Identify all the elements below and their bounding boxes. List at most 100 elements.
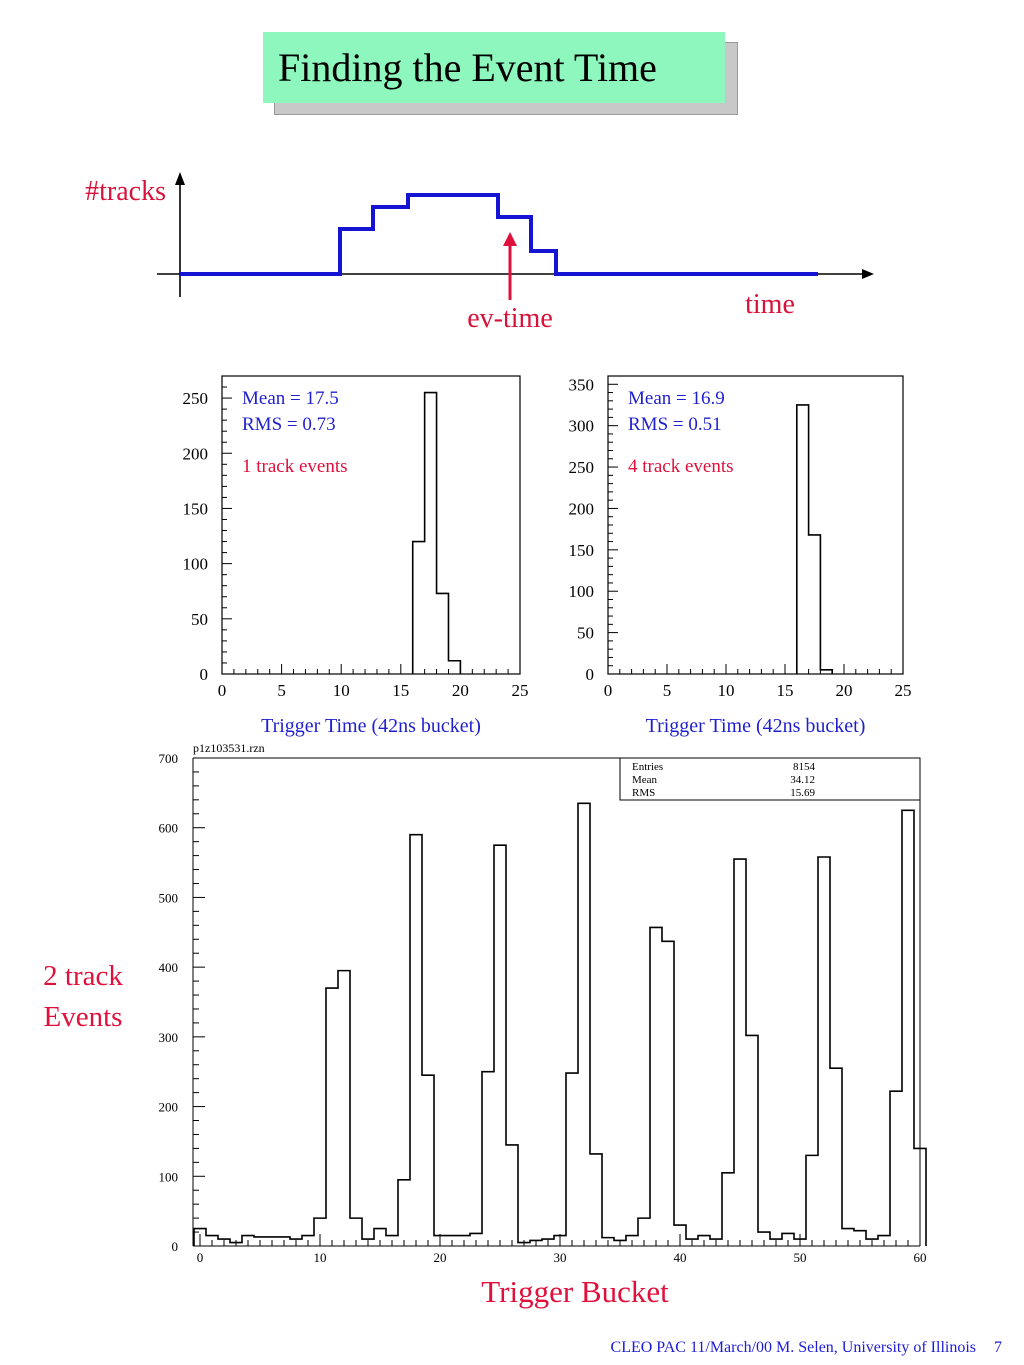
two-track-histogram: p1z103531.rzn 0 100 200 300 400 500 600 700 0 10 20… xyxy=(43,741,927,1309)
main-bar xyxy=(506,1145,518,1246)
hist1-y-tick-label: 0 xyxy=(200,665,209,684)
stats-label: RMS xyxy=(632,787,655,799)
main-bar xyxy=(494,845,506,1246)
main-bar xyxy=(818,857,830,1246)
stats-label: Entries xyxy=(632,761,663,773)
page-number: 7 xyxy=(994,1339,1002,1356)
main-bar xyxy=(902,810,914,1246)
hist2-y-tick-label: 200 xyxy=(569,499,595,518)
hist1-bar xyxy=(437,593,449,674)
hist1-annotation: Mean = 17.5 xyxy=(242,388,339,409)
hist1-x-tick-label: 15 xyxy=(392,681,409,700)
main-bar xyxy=(338,971,350,1246)
time-axis-arrowhead xyxy=(862,269,874,279)
hist1-y-tick-label: 150 xyxy=(183,499,209,518)
main-bar xyxy=(578,803,590,1246)
hist1-x-axis-label: Trigger Time (42ns bucket) xyxy=(261,715,481,737)
main-y-tick-label: 0 xyxy=(172,1239,179,1254)
hist2-y-tick-label: 350 xyxy=(569,375,595,394)
tracks-axis-arrowhead xyxy=(175,172,185,185)
hist1-histogram-outline xyxy=(411,391,462,674)
main-bar xyxy=(410,835,422,1246)
hist1-x-tick-label: 5 xyxy=(277,681,286,700)
main-x-tick-label: 60 xyxy=(914,1250,927,1265)
main-bar xyxy=(398,1180,410,1246)
main-bar xyxy=(890,1091,902,1246)
hist2-x-axis-label: Trigger Time (42ns bucket) xyxy=(646,715,866,737)
hist1-y-tick-label: 50 xyxy=(191,610,208,629)
stats-value: 15.69 xyxy=(790,787,815,799)
track-count-step-line xyxy=(180,193,818,276)
main-x-tick-label: 30 xyxy=(554,1250,567,1265)
ev-time-marker-arrowhead xyxy=(503,232,517,246)
schematic-diagram: #tracks time ev-time xyxy=(85,172,874,334)
ev-time-label: ev-time xyxy=(467,303,553,334)
main-y-tick-label: 700 xyxy=(159,751,179,766)
hist2-x-tick-label: 5 xyxy=(663,681,672,700)
slide-title: Finding the Event Time xyxy=(263,32,725,103)
main-x-tick-label: 10 xyxy=(314,1250,327,1265)
hist2-x-tick-label: 0 xyxy=(604,681,613,700)
hist2-y-tick-label: 100 xyxy=(569,582,595,601)
main-bar xyxy=(566,1073,578,1246)
main-bar xyxy=(422,1075,434,1246)
main-bar xyxy=(482,1072,494,1246)
main-y-tick-label: 400 xyxy=(159,960,179,975)
stats-box xyxy=(619,757,921,801)
stats-label: Mean xyxy=(632,774,658,786)
main-y-tick-label: 300 xyxy=(159,1030,179,1045)
main-x-axis-label: Trigger Bucket xyxy=(481,1274,669,1309)
main-y-tick-label: 100 xyxy=(159,1169,179,1184)
hist1-y-tick-label: 250 xyxy=(183,389,209,408)
main-bar xyxy=(590,1154,602,1246)
hist2-y-tick-label: 50 xyxy=(577,624,594,643)
hist2-y-tick-label: 250 xyxy=(569,458,595,477)
footer: CLEO PAC 11/March/00 M. Selen, Universit… xyxy=(611,1339,1002,1357)
main-bar xyxy=(662,941,674,1246)
main-y-axis-label-line2: Events xyxy=(44,1001,123,1033)
main-bar xyxy=(746,1035,758,1246)
main-y-tick-label: 200 xyxy=(159,1100,179,1115)
hist1-x-tick-label: 25 xyxy=(512,681,529,700)
hist2-annotation: Mean = 16.9 xyxy=(628,388,725,409)
main-bar xyxy=(650,927,662,1246)
hist2-x-tick-label: 25 xyxy=(895,681,912,700)
main-y-tick-label: 600 xyxy=(159,821,179,836)
hist1-x-tick-label: 20 xyxy=(452,681,469,700)
hist2-annotation: RMS = 0.51 xyxy=(628,414,722,435)
hist2-y-tick-label: 150 xyxy=(569,541,595,560)
time-label: time xyxy=(745,289,795,320)
main-bar xyxy=(722,1173,734,1246)
stats-value: 34.12 xyxy=(790,774,815,786)
main-chart-title: p1z103531.rzn xyxy=(193,741,265,755)
main-bar xyxy=(830,1068,842,1246)
main-bar xyxy=(806,1155,818,1246)
hist1-bar xyxy=(448,661,460,674)
main-x-tick-label: 50 xyxy=(794,1250,807,1265)
hist1-bar xyxy=(425,393,437,674)
hist2-y-tick-label: 300 xyxy=(569,417,595,436)
footer-text: CLEO PAC 11/March/00 M. Selen, Universit… xyxy=(610,1339,976,1356)
hist1-x-tick-label: 0 xyxy=(218,681,227,700)
hist1-annotation: RMS = 0.73 xyxy=(242,414,336,435)
main-x-tick-label: 0 xyxy=(197,1250,204,1265)
hist2-y-tick-label: 0 xyxy=(586,665,595,684)
tracks-label: #tracks xyxy=(85,176,166,207)
main-x-tick-label: 40 xyxy=(674,1250,687,1265)
main-x-tick-label: 20 xyxy=(434,1250,447,1265)
hist1-x-tick-label: 10 xyxy=(333,681,350,700)
hist1-frame xyxy=(221,375,521,675)
hist2-bar xyxy=(797,405,809,674)
main-histogram-outline xyxy=(193,802,927,1246)
hist1-y-tick-label: 100 xyxy=(183,555,209,574)
hist2-x-tick-label: 20 xyxy=(836,681,853,700)
main-y-axis-label-line1: 2 track xyxy=(43,960,123,992)
hist2-annotation: 4 track events xyxy=(628,456,734,477)
hist2-x-tick-label: 15 xyxy=(777,681,794,700)
hist1-y-tick-label: 200 xyxy=(183,444,209,463)
main-bar xyxy=(326,988,338,1246)
stats-value: 8154 xyxy=(793,761,816,773)
main-bar xyxy=(734,859,746,1246)
